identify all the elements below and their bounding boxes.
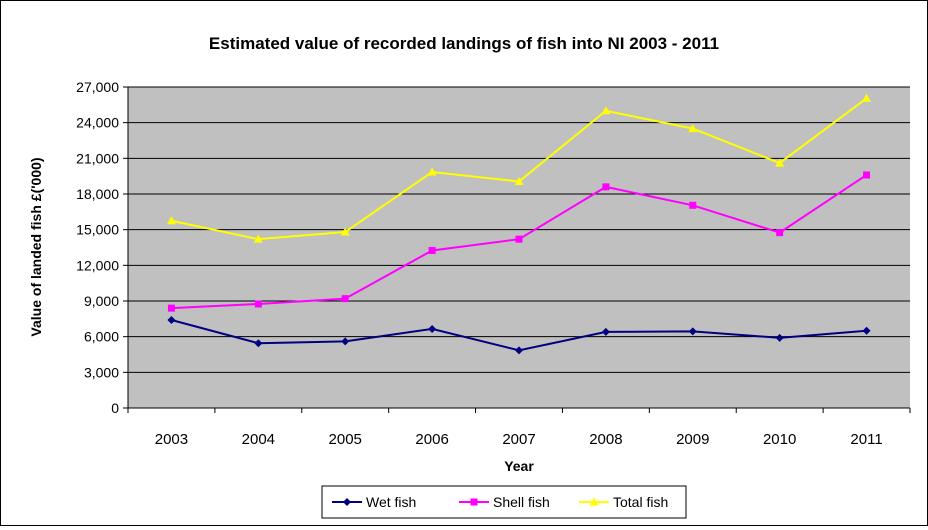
data-point-total-fish <box>427 167 437 176</box>
data-point-total-fish <box>514 177 524 186</box>
legend: Wet fish Shell fish Total fish <box>321 485 687 519</box>
legend-item-shell-fish: Shell fish <box>459 494 550 510</box>
data-point-wet-fish <box>862 326 871 335</box>
data-point-total-fish <box>775 158 785 167</box>
y-axis-label: Value of landed fish £('000) <box>28 157 44 336</box>
y-tick-label: 6,000 <box>84 329 119 345</box>
y-axis-ticks: 0 3,000 6,000 9,000 12,000 15,000 18,000 21,000… <box>76 79 128 416</box>
plot-area <box>128 87 910 408</box>
y-tick-label: 9,000 <box>84 293 119 309</box>
legend-box <box>321 485 687 519</box>
data-point-shell-fish <box>341 295 349 303</box>
x-tick-label: 2003 <box>155 431 188 448</box>
y-tick-label: 15,000 <box>76 222 119 238</box>
data-point-wet-fish <box>688 327 697 336</box>
x-tick-label: 2006 <box>415 431 448 448</box>
data-point-total-fish <box>688 124 698 133</box>
legend-marker-total-fish <box>589 497 599 506</box>
y-tick-label: 3,000 <box>84 364 119 380</box>
data-point-wet-fish <box>428 324 437 333</box>
data-point-wet-fish <box>167 316 176 325</box>
x-tick-label: 2007 <box>502 431 535 448</box>
data-point-total-fish <box>166 216 176 225</box>
data-point-total-fish <box>862 93 872 102</box>
y-tick-label: 12,000 <box>76 257 119 273</box>
legend-item-wet-fish: Wet fish <box>332 494 416 510</box>
data-point-shell-fish <box>602 183 610 191</box>
data-point-total-fish <box>601 106 611 115</box>
data-point-wet-fish <box>515 346 523 355</box>
x-tick-label: 2010 <box>763 431 796 448</box>
y-tick-label: 21,000 <box>76 150 119 166</box>
legend-item-total-fish: Total fish <box>579 494 668 510</box>
legend-marker-wet-fish <box>343 498 351 506</box>
series-group <box>166 93 872 355</box>
legend-label-shell-fish: Shell fish <box>493 494 550 510</box>
chart-title: Estimated value of recorded landings of … <box>209 34 719 53</box>
data-point-total-fish <box>340 227 350 236</box>
data-point-shell-fish <box>863 171 871 179</box>
series-shell-fish <box>167 171 871 312</box>
data-point-shell-fish <box>689 201 697 209</box>
y-tick-label: 24,000 <box>76 115 119 131</box>
legend-marker-shell-fish <box>470 498 478 506</box>
data-point-total-fish <box>253 234 263 243</box>
data-point-wet-fish <box>775 333 784 342</box>
series-total-fish <box>166 93 872 243</box>
data-point-wet-fish <box>341 337 350 346</box>
data-point-shell-fish <box>254 300 262 308</box>
series-wet-fish <box>167 316 871 355</box>
y-tick-label: 18,000 <box>76 186 119 202</box>
x-tick-label: 2008 <box>589 431 622 448</box>
data-point-wet-fish <box>601 327 610 336</box>
x-tick-label: 2011 <box>850 431 882 448</box>
x-axis-label: Year <box>504 458 534 474</box>
x-tick-label: 2005 <box>329 431 362 448</box>
data-point-shell-fish <box>428 246 436 254</box>
x-tick-label: 2009 <box>676 431 709 448</box>
data-point-shell-fish <box>515 235 523 243</box>
y-tick-label: 27,000 <box>76 79 119 95</box>
axes <box>127 87 910 409</box>
x-axis-ticks: 2003 2004 2005 2006 2007 2008 2009 2010 2011 <box>127 408 911 448</box>
legend-label-wet-fish: Wet fish <box>366 494 416 510</box>
data-point-shell-fish <box>167 304 175 312</box>
x-tick-label: 2004 <box>242 431 275 448</box>
data-point-shell-fish <box>776 229 784 237</box>
y-tick-label: 0 <box>111 400 119 416</box>
legend-label-total-fish: Total fish <box>613 494 668 510</box>
data-point-wet-fish <box>254 339 263 348</box>
